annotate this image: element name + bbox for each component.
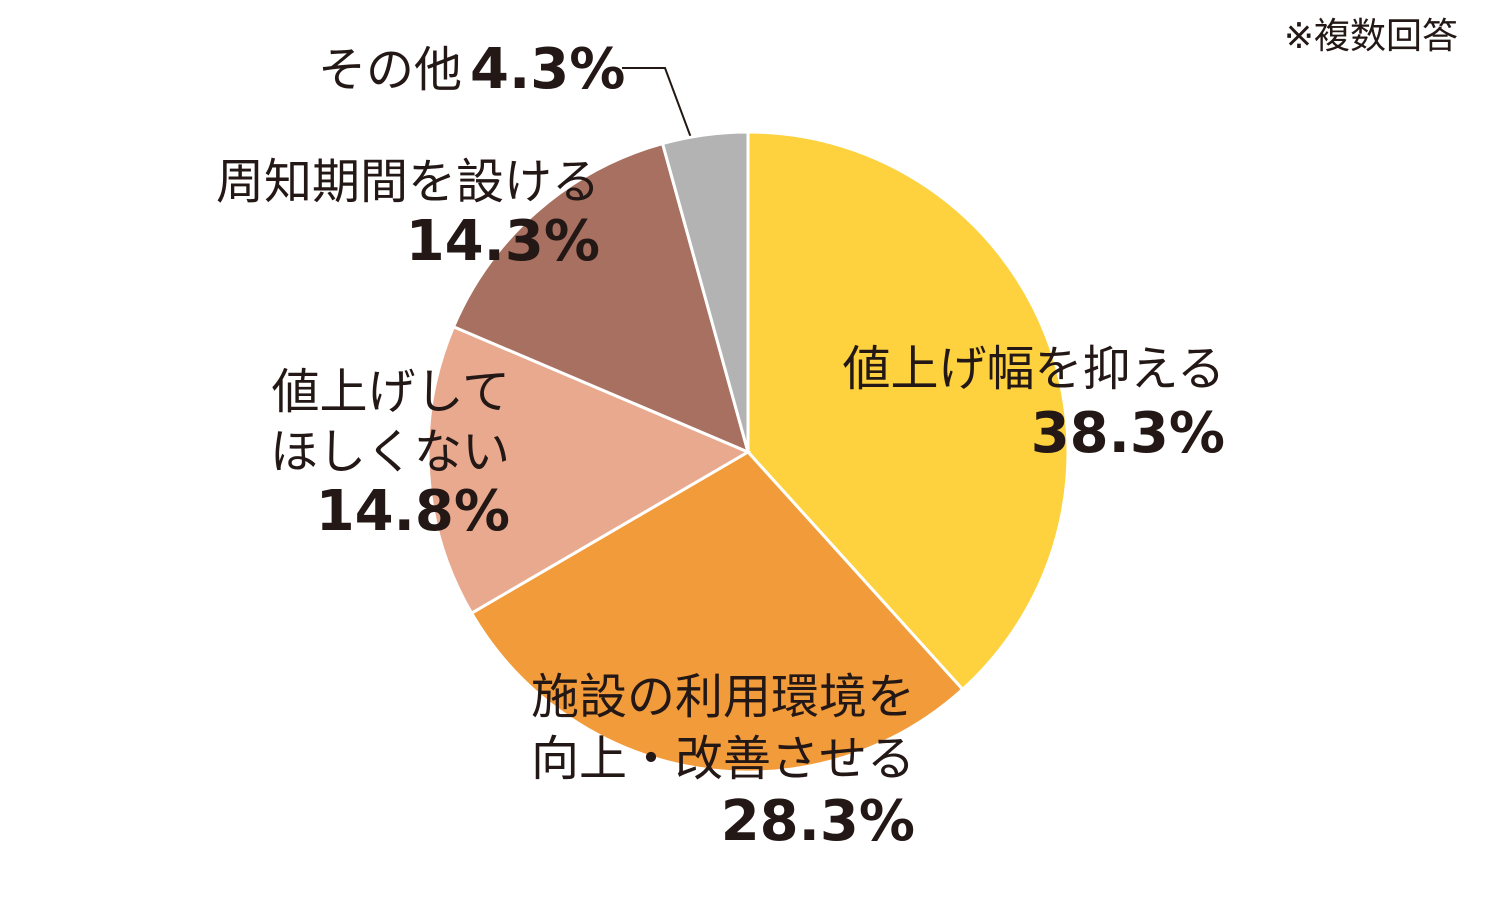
value-label: 14.8% <box>316 479 510 544</box>
value-label: 38.3% <box>1031 401 1225 466</box>
pie-slice <box>469 450 965 774</box>
category-label: 施設の利用環境を <box>531 669 915 725</box>
category-label: 向上・改善させる <box>531 731 915 787</box>
category-label: ほしくない <box>270 424 510 480</box>
value-label: 4.3% <box>470 37 625 102</box>
category-label: 値上げ幅を抑える <box>842 341 1225 397</box>
pie-slice <box>426 324 752 616</box>
category-label: その他 <box>318 42 462 98</box>
category-label: 周知期間を設ける <box>216 154 600 210</box>
category-label: 値上げして <box>271 364 510 420</box>
pie-slice <box>451 141 751 455</box>
pie-slice <box>746 130 1070 692</box>
value-label: 14.3% <box>406 209 600 274</box>
value-label: 28.3% <box>721 789 915 854</box>
annotation: ※複数回答 <box>1284 16 1458 57</box>
pie-slice <box>660 130 750 453</box>
